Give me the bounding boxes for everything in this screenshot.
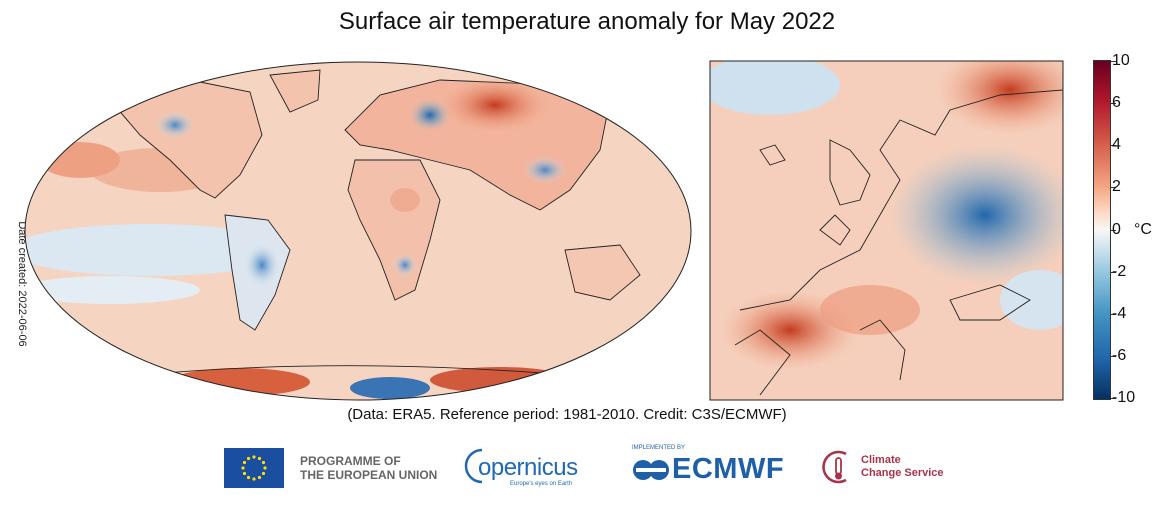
north-america: [109, 81, 263, 199]
colorbar-unit: °C: [1134, 221, 1152, 238]
colorbar-tick: -10: [1112, 389, 1136, 406]
australia: [564, 244, 641, 301]
ecmwf-logo-text: ECMWF: [672, 453, 785, 485]
global-map: [25, 62, 691, 400]
colorbar-tick: 4: [1112, 136, 1121, 153]
antarctica-warm: [170, 368, 310, 396]
logo-row: PROGRAMME OF THE EUROPEAN UNION opernicu…: [0, 440, 1174, 496]
colorbar-tick: 0: [1112, 221, 1121, 238]
copernicus-logo-text: opernicus: [478, 454, 578, 481]
colorbar-tick: -6: [1112, 347, 1127, 364]
colorbar-tick: 2: [1112, 178, 1121, 195]
eu-programme-text: PROGRAMME OF THE EUROPEAN UNION: [300, 454, 438, 482]
copernicus-tagline: Europe's eyes on Earth: [510, 481, 573, 487]
colorbar-tick: -2: [1112, 263, 1127, 280]
siberia-hotspot: [440, 77, 550, 133]
colorbar-tick: 10: [1112, 52, 1130, 69]
colorbar-tick: -4: [1112, 305, 1127, 322]
eu-flag-icon: [224, 448, 284, 488]
greenland: [269, 69, 321, 113]
data-credit: (Data: ERA5. Reference period: 1981-2010…: [347, 406, 787, 423]
ecmwf-wave-icon: [633, 460, 669, 480]
eastern-europe-coldspot: [890, 145, 1063, 285]
russia-hotspot: [935, 61, 1063, 135]
europe-map: [710, 61, 1063, 400]
implemented-by-label: IMPLEMENTED BY: [632, 445, 686, 451]
antarctica-coast: [139, 365, 601, 379]
climate-change-service-icon: [822, 450, 847, 484]
copernicus-c-icon: [464, 448, 483, 484]
pacific-cool-band: [25, 224, 290, 276]
climate-change-service-text: Climate Change Service: [861, 454, 944, 479]
colorbar-tick: 6: [1112, 94, 1121, 111]
colorbar: [1093, 60, 1111, 400]
europe-coast: [734, 89, 1063, 396]
map-title: Surface air temperature anomaly for May …: [338, 8, 836, 35]
